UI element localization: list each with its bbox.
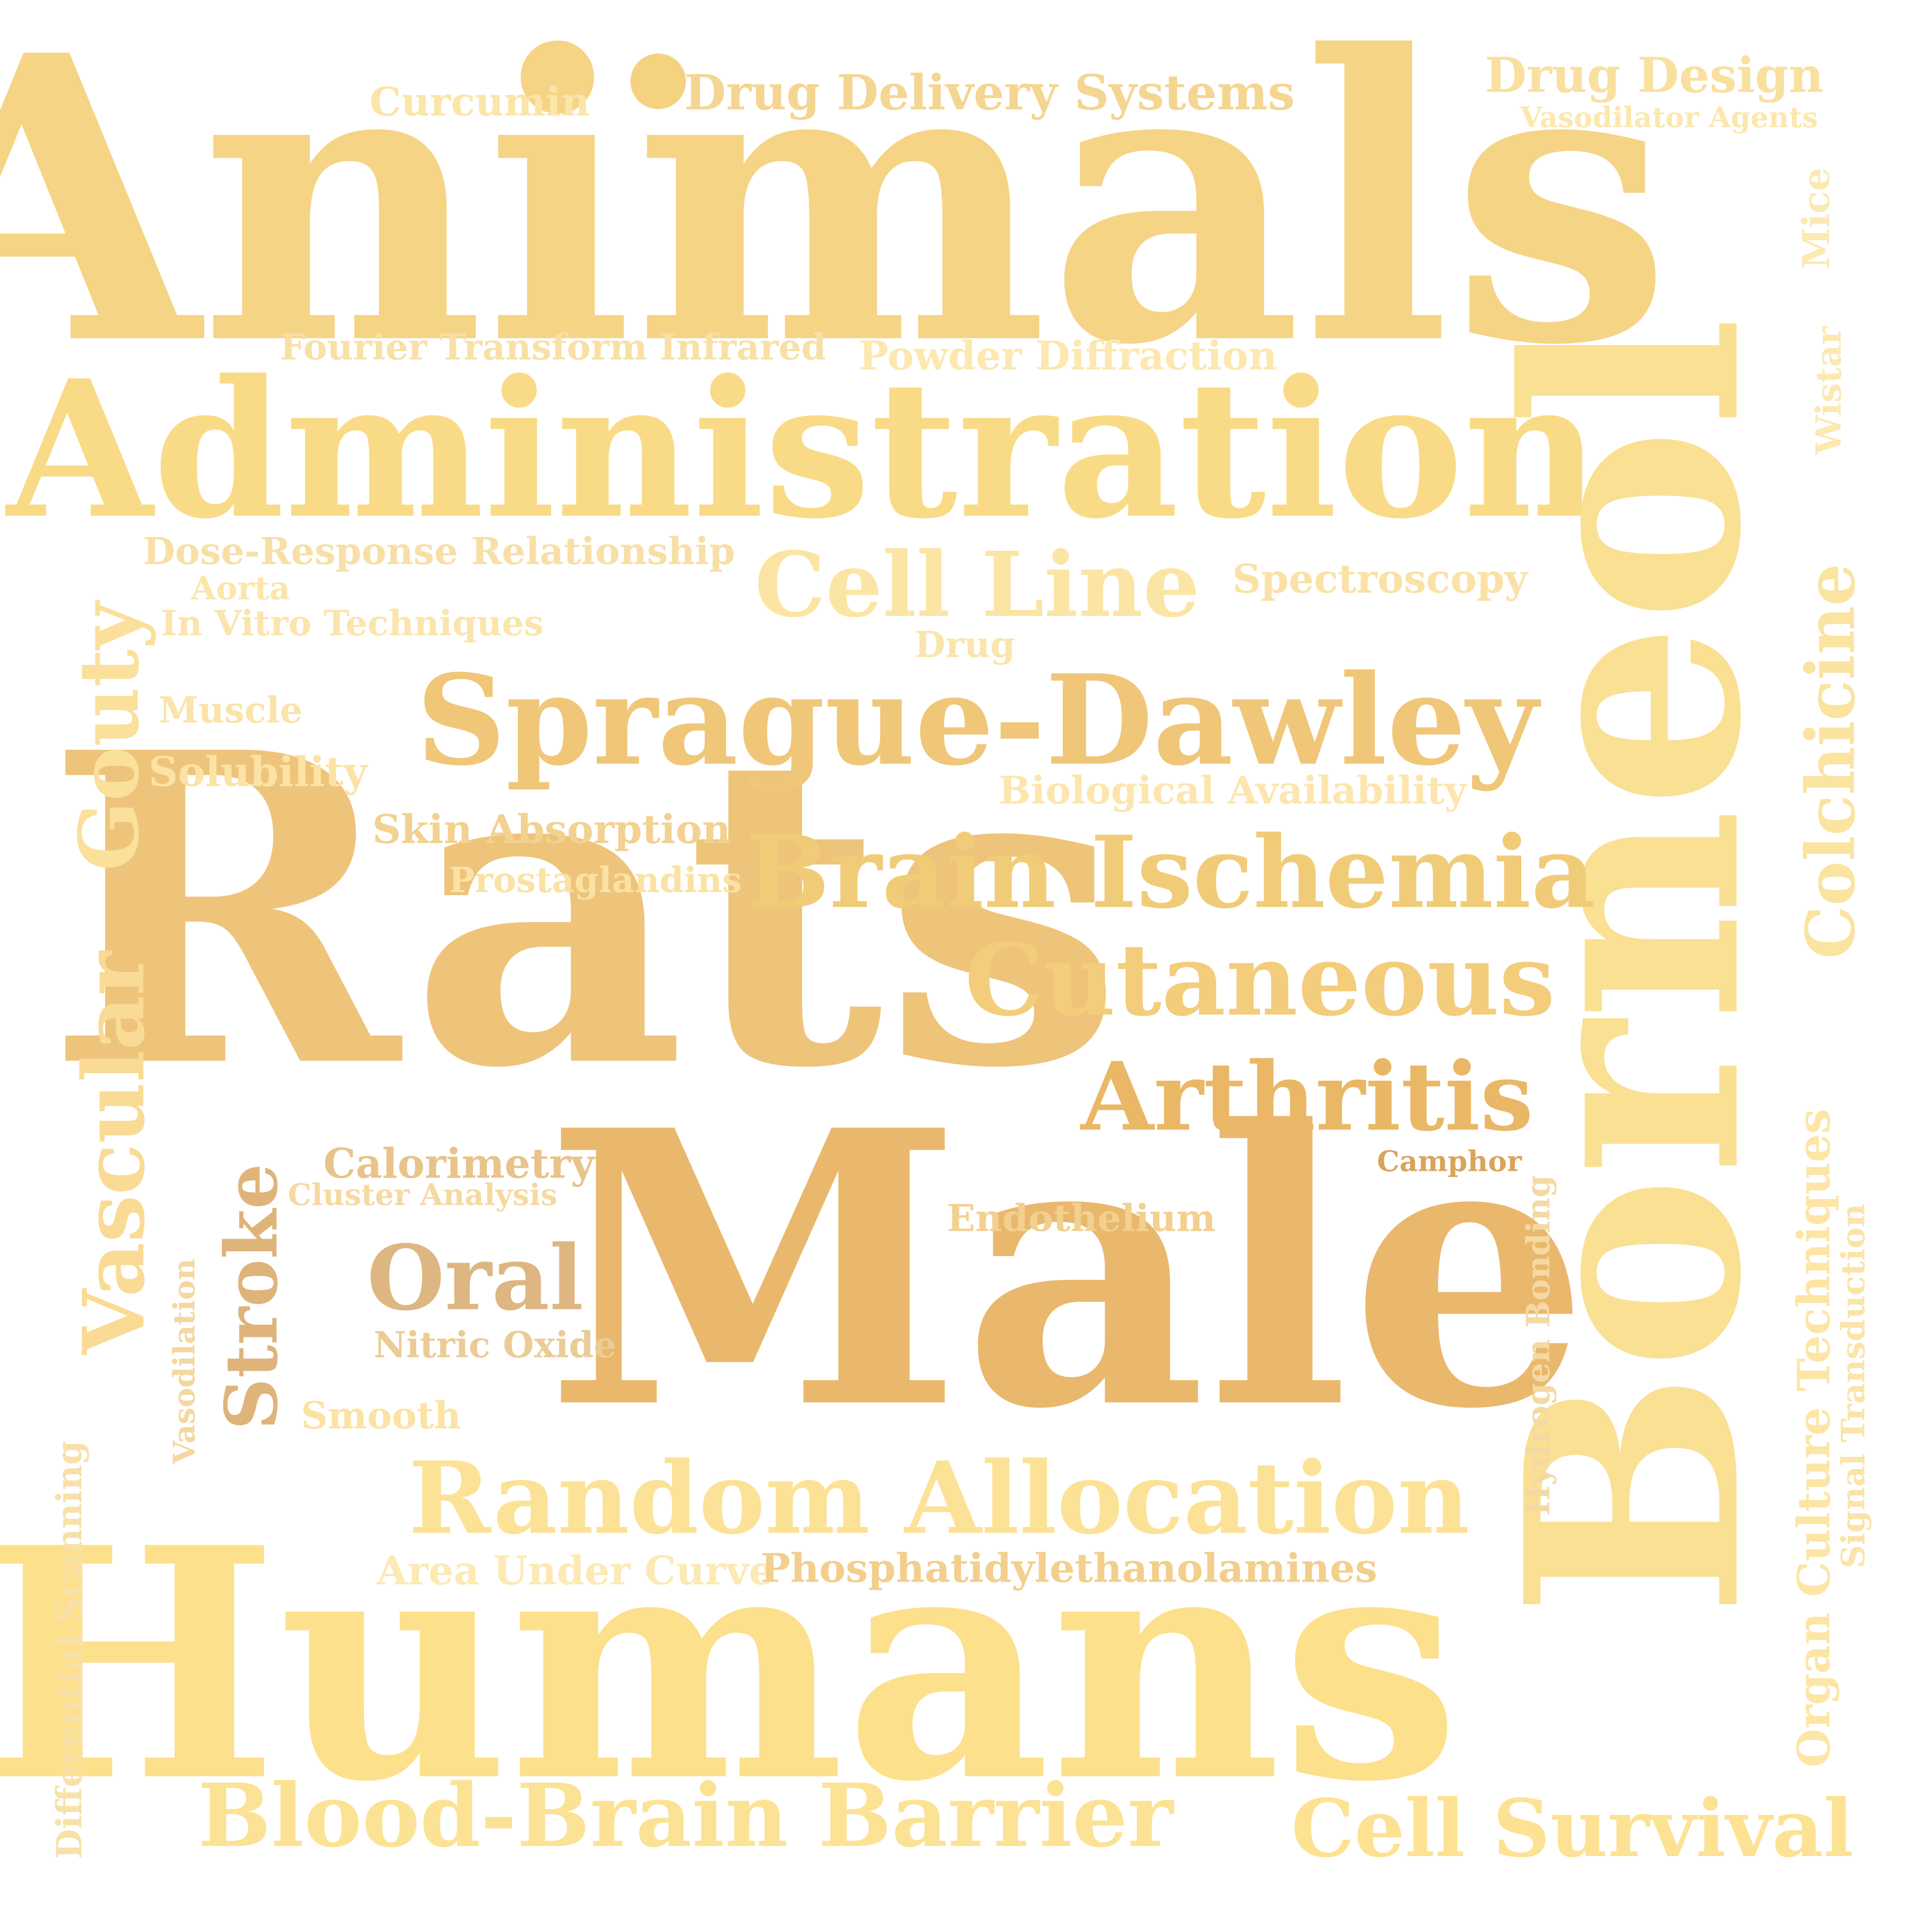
word-stroke: Stroke	[209, 1163, 294, 1430]
word-aorta: Aorta	[190, 569, 291, 607]
word-arthritis: Arthritis	[1080, 1041, 1534, 1152]
word-vasodilator-agents: Vasodilator Agents	[1520, 101, 1818, 134]
word-endothelium: Endothelium	[947, 1196, 1216, 1240]
word-spectroscopy: Spectroscopy	[1232, 555, 1528, 602]
word-mice: Mice	[1794, 167, 1838, 269]
word-wistar: Wistar	[1808, 326, 1849, 454]
word-animals: Animals	[0, 0, 1672, 431]
word-curcumin: Curcumin	[369, 78, 590, 125]
word-gouty: Gouty	[61, 602, 157, 871]
word-drug: Drug	[914, 623, 1015, 665]
word-in-vitro-techniques: In Vitro Techniques	[161, 603, 544, 644]
word-organ-culture: Organ Culture Techniques	[1788, 1108, 1840, 1768]
word-signal-transduction: Signal Transduction	[1834, 1204, 1872, 1569]
word-random-allocation: Random Allocation	[408, 1440, 1470, 1557]
word-smooth: Smooth	[301, 1393, 461, 1438]
word-cell-line: Cell Line	[754, 533, 1200, 637]
word-brain-ischemia: Brain Ischemia	[746, 814, 1596, 931]
word-phosphatidylethanolamines: Phosphatidylethanolamines	[760, 1545, 1377, 1591]
word-cell-survival: Cell Survival	[1291, 1782, 1854, 1875]
word-powder-diffraction: Powder Diffraction	[858, 332, 1278, 379]
word-nitric-oxide: Nitric Oxide	[374, 1324, 617, 1366]
word-dose-response-relationship: Dose-Response Relationship	[143, 529, 735, 573]
word-skin-absorption: Skin Absorption	[372, 806, 731, 852]
word-calorimetry: Calorimetry	[323, 1140, 595, 1188]
dot-decoration	[630, 54, 686, 109]
word-administration: Administration	[6, 339, 1601, 560]
word-vascular: Vascular	[64, 951, 164, 1355]
word-prostaglandins: Prostaglandins	[448, 859, 742, 901]
word-muscle: Muscle	[159, 689, 303, 731]
word-area-under-curve: Area Under Curve	[376, 1547, 774, 1594]
word-differential-scanning: Differential Scanning	[49, 1441, 90, 1859]
word-vasodilation: Vasodilation	[167, 1258, 202, 1464]
word-drug-delivery-systems: Drug Delivery Systems	[684, 64, 1295, 121]
word-camphor: Camphor	[1377, 1145, 1522, 1178]
word-sprague-dawley: Sprague-Dawley	[416, 647, 1538, 793]
word-solubility: Solubility	[148, 748, 368, 796]
word-cluster-analysis: Cluster Analysis	[288, 1178, 558, 1212]
word-cutaneous: Cutaneous	[964, 922, 1556, 1038]
word-biological-availability: Biological Availability	[998, 768, 1467, 813]
word-blood-brain-barrier: Blood-Brain Barrier	[197, 1765, 1174, 1867]
word-colchicine: Colchicine	[1791, 563, 1870, 959]
word-rats: Rats	[45, 660, 1123, 1161]
word-fourier-transform-infrared: Fourier Transform Infrared	[280, 326, 826, 368]
word-drug-design: Drug Design	[1485, 47, 1824, 104]
word-oral: Oral	[367, 1226, 584, 1330]
word-humans: Humans	[0, 1478, 1460, 1851]
word-male: Male	[545, 1049, 1590, 1492]
word-hydrogen-bonding: Hydrogen Bonding	[1519, 1175, 1558, 1516]
